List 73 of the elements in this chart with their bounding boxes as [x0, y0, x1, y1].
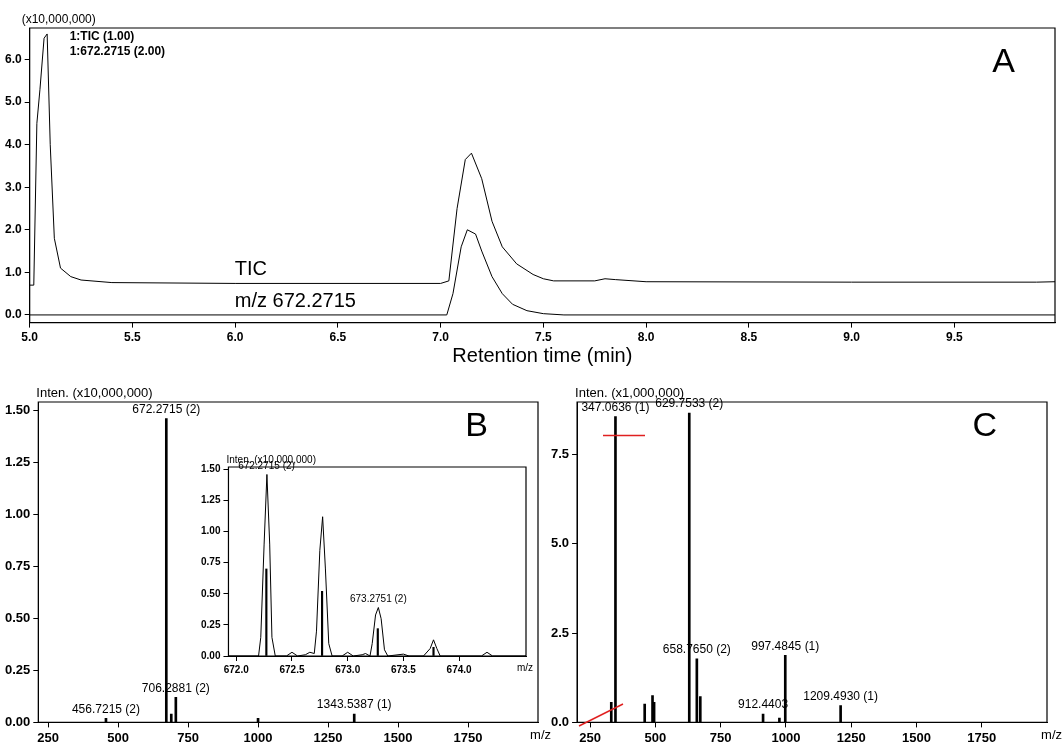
- series-label: TIC: [234, 257, 267, 280]
- x-axis-title: m/z: [530, 727, 551, 743]
- annotation: B: [465, 405, 488, 444]
- annotation: 997.4845 (1): [751, 638, 820, 653]
- annotation: 1209.4930 (1): [803, 688, 878, 703]
- y-tick-label: 0.75: [4, 557, 31, 573]
- x-tick-label: 1250: [313, 729, 343, 745]
- y-tick-label: 3.0: [4, 179, 22, 194]
- x-tick-label: 9.5: [945, 330, 963, 345]
- x-tick-label: 750: [709, 729, 732, 745]
- y-tick-label: 1.50: [200, 463, 221, 475]
- x-tick-label: 1250: [836, 729, 866, 745]
- y-tick-label: 5.0: [4, 94, 22, 109]
- y-tick-label: 1.50: [4, 401, 31, 417]
- x-tick-label: 8.0: [637, 330, 655, 345]
- y-tick-label: 1.00: [200, 525, 221, 537]
- y-axis-title: (x10,000,000): [21, 12, 96, 27]
- annotation: C: [972, 405, 997, 444]
- annotation: 673.2751 (2): [350, 593, 407, 605]
- y-tick-label: 0.00: [200, 649, 221, 661]
- x-tick-label: 500: [107, 729, 129, 745]
- x-tick-label: 1500: [902, 729, 931, 745]
- annotation: A: [992, 41, 1016, 80]
- y-tick-label: 0.25: [200, 618, 221, 630]
- y-tick-label: 0.50: [200, 587, 221, 599]
- y-tick-label: 4.0: [4, 136, 22, 151]
- y-tick-label: 7.5: [550, 446, 570, 462]
- y-tick-label: 1.0: [4, 264, 22, 279]
- x-tick-label: 1000: [771, 729, 801, 745]
- x-tick-label: 672.5: [279, 663, 305, 675]
- y-tick-label: 5.0: [550, 535, 570, 551]
- annotation: 347.0636 (1): [581, 399, 650, 414]
- y-tick-label: 0.50: [4, 609, 31, 625]
- x-tick-label: 7.5: [535, 330, 553, 345]
- annotation: 1:TIC (1.00): [69, 29, 135, 44]
- x-tick-label: 1750: [967, 729, 997, 745]
- x-axis-title: m/z: [516, 661, 533, 673]
- y-tick-label: 1.25: [4, 453, 31, 469]
- x-tick-label: 673.5: [390, 663, 417, 675]
- y-tick-label: 2.5: [550, 624, 570, 640]
- y-tick-label: 6.0: [4, 51, 22, 66]
- x-tick-label: 6.5: [329, 330, 347, 345]
- x-axis-title: Retention time (min): [452, 343, 633, 366]
- y-tick-label: 0.25: [4, 661, 31, 677]
- y-axis-title: Inten. (x10,000,000): [36, 385, 153, 401]
- series-label: m/z 672.2715: [234, 289, 356, 312]
- annotation: 672.2715 (2): [132, 401, 201, 416]
- x-tick-label: 673.0: [335, 663, 361, 675]
- x-tick-label: 8.5: [740, 330, 758, 345]
- x-tick-label: 1000: [243, 729, 273, 745]
- x-tick-label: 250: [579, 729, 601, 745]
- y-tick-label: 0.75: [200, 556, 221, 568]
- y-tick-label: 1.00: [4, 505, 31, 521]
- x-tick-label: 500: [644, 729, 667, 745]
- annotation: 456.7215 (2): [71, 701, 140, 716]
- x-tick-label: 672.0: [223, 663, 250, 675]
- annotation: 1343.5387 (1): [316, 697, 392, 712]
- x-axis-title: m/z: [1041, 727, 1062, 743]
- annotation: 1:672.2715 (2.00): [69, 44, 166, 59]
- y-tick-label: 0.00: [4, 713, 31, 729]
- x-tick-label: 750: [177, 729, 199, 745]
- x-tick-label: 250: [37, 729, 59, 745]
- x-tick-label: 5.5: [124, 330, 142, 345]
- x-tick-label: 1500: [383, 729, 413, 745]
- x-tick-label: 674.0: [446, 663, 473, 675]
- x-tick-label: 1750: [453, 729, 483, 745]
- x-tick-label: 6.0: [226, 330, 244, 345]
- y-tick-label: 2.0: [4, 222, 22, 237]
- x-tick-label: 7.0: [432, 330, 450, 345]
- y-tick-label: 1.25: [200, 494, 221, 506]
- y-tick-label: 0.0: [4, 307, 22, 322]
- y-tick-label: 0.0: [550, 713, 570, 729]
- x-tick-label: 9.0: [843, 330, 861, 345]
